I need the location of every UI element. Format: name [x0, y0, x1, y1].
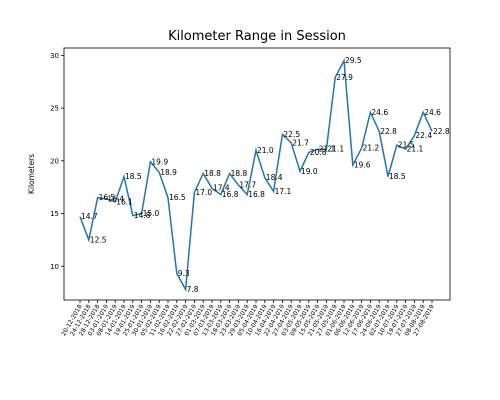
data-label: 17.7: [239, 181, 256, 190]
data-label: 18.8: [204, 169, 221, 178]
data-label: 22.8: [433, 127, 450, 136]
data-label: 18.4: [266, 173, 283, 182]
data-label: 16.1: [116, 197, 133, 206]
chart-title: Kilometer Range in Session: [168, 29, 346, 44]
data-label: 7.8: [187, 285, 199, 294]
data-label: 15.0: [143, 209, 160, 218]
data-label: 22.8: [380, 127, 397, 136]
data-label: 21.1: [407, 145, 424, 154]
data-label: 17.4: [213, 184, 230, 193]
data-label: 16.5: [99, 193, 116, 202]
data-label: 14.8: [134, 211, 151, 220]
y-tick-label: 25: [50, 105, 59, 113]
y-tick-label: 20: [50, 157, 59, 165]
y-tick-label: 10: [50, 263, 59, 271]
data-label: 17.0: [195, 188, 212, 197]
data-label: 21.7: [292, 138, 309, 147]
data-label: 24.6: [424, 108, 441, 117]
data-label: 18.5: [125, 172, 142, 181]
data-label: 22.5: [283, 130, 300, 139]
data-label: 18.8: [231, 169, 248, 178]
data-label: 18.5: [389, 172, 406, 181]
y-tick-label: 30: [50, 52, 59, 60]
line: [79, 58, 433, 292]
data-label: 19.0: [301, 167, 318, 176]
y-tick-label: 15: [50, 210, 59, 218]
y-axis-label: Kilometers: [27, 154, 36, 194]
data-label: 29.5: [345, 56, 362, 65]
data-label: 20.8: [310, 148, 327, 157]
data-label: 16.4: [107, 194, 124, 203]
data-label: 9.3: [178, 269, 190, 278]
data-label: 17.1: [275, 187, 292, 196]
data-label: 21.1: [319, 145, 336, 154]
data-label: 16.8: [222, 190, 239, 199]
data-label: 14.7: [81, 212, 98, 221]
data-label: 18.9: [160, 168, 177, 177]
data-label: 27.9: [336, 73, 353, 82]
data-label: 24.6: [371, 108, 388, 117]
data-label: 21.0: [257, 146, 274, 155]
data-label: 21.1: [327, 145, 344, 154]
plot-frame: [63, 47, 451, 301]
data-label: 19.6: [354, 161, 371, 170]
data-label: 21.5: [398, 141, 415, 150]
data-label: 21.2: [363, 144, 380, 153]
data-label: 12.5: [90, 235, 107, 244]
data-label: 22.4: [415, 131, 432, 140]
data-label: 16.5: [169, 193, 186, 202]
data-label: 19.9: [151, 157, 168, 166]
data-label: 16.8: [248, 190, 265, 199]
